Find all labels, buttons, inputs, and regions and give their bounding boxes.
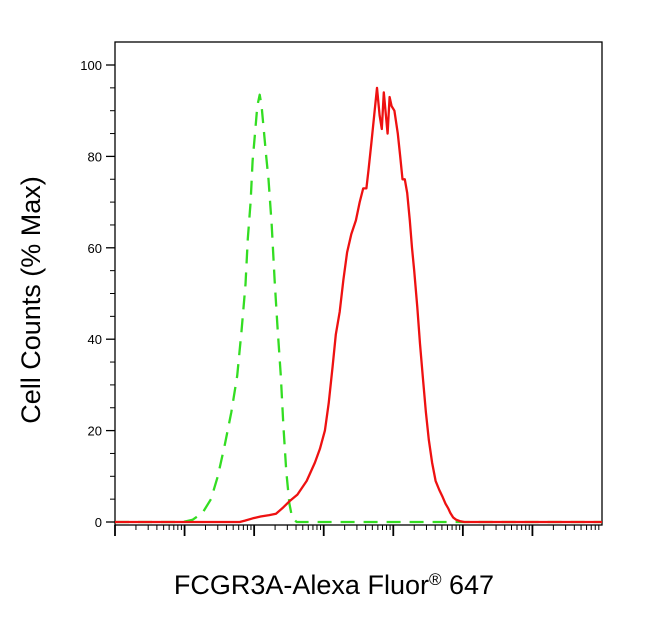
y-tick-label: 40 [88, 332, 102, 347]
x-axis-title: FCGR3A-Alexa Fluor® 647 [0, 570, 668, 601]
y-axis-title: Cell Counts (% Max) [16, 176, 46, 424]
y-tick-label: 20 [88, 424, 102, 439]
y-tick-label: 80 [88, 149, 102, 164]
x-axis-title-main: FCGR3A-Alexa Fluor [173, 570, 429, 600]
sample-histogram-line [115, 86, 602, 524]
y-tick-label: 0 [95, 515, 102, 530]
x-axis-title-suffix: 647 [441, 570, 495, 600]
control-histogram-line [115, 93, 602, 524]
y-tick-label: 60 [88, 241, 102, 256]
registered-mark: ® [428, 570, 442, 589]
plot-frame [114, 41, 603, 526]
x-axis-ticks [114, 525, 600, 536]
y-tick-label: 100 [80, 58, 102, 73]
y-axis-ticks: 0 20 40 60 80 100 [80, 58, 115, 530]
series-layer [115, 86, 602, 524]
